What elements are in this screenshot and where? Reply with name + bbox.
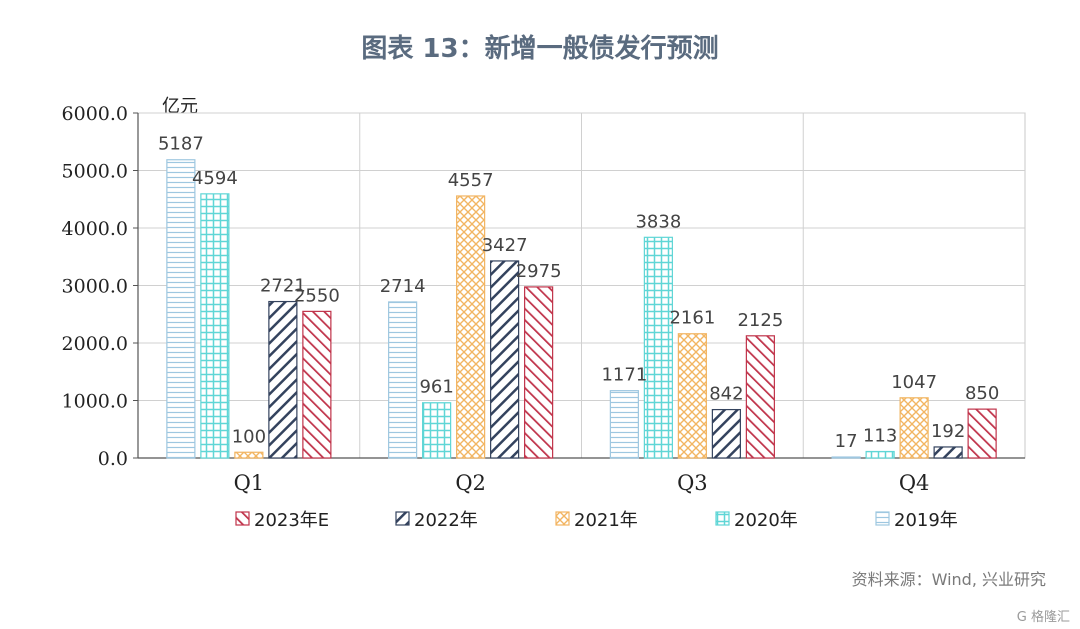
data-label: 2721 [260, 276, 306, 297]
bar-layer [166, 159, 997, 459]
bar-q2-series-1 [422, 402, 452, 459]
bar-q3-series-1 [643, 236, 673, 459]
bar-q2-series-0 [388, 301, 418, 459]
data-label: 2550 [294, 285, 340, 306]
bar-q1-series-1 [200, 193, 230, 459]
data-label: 3838 [635, 211, 681, 232]
data-label: 113 [863, 426, 897, 447]
legend-label: 2019年 [894, 510, 958, 531]
y-axis-unit-label: 亿元 [162, 96, 198, 117]
bar-q2-series-3 [490, 260, 520, 459]
data-label: 850 [965, 383, 999, 404]
x-tick-label-q1: Q1 [234, 471, 265, 495]
legend-swatch [555, 511, 570, 526]
bar-q3-series-3 [711, 408, 741, 459]
bar-q4-series-3 [933, 446, 963, 459]
y-tick-label: 3000.0 [62, 276, 128, 298]
bar-q2-series-4 [524, 286, 554, 459]
legend-label: 2023年E [254, 510, 329, 531]
data-label: 2975 [516, 261, 562, 282]
data-label: 1047 [891, 372, 937, 393]
data-label: 1171 [601, 365, 647, 386]
watermark: G 格隆汇 [1016, 610, 1070, 625]
bar-q1-series-4 [302, 310, 332, 459]
bar-q3-series-2 [677, 333, 707, 459]
y-tick-label: 6000.0 [62, 103, 128, 125]
bar-q1-series-3 [268, 300, 298, 459]
data-label: 192 [931, 421, 965, 442]
legend-swatch [875, 511, 890, 526]
grid-layer [137, 112, 1026, 459]
data-label: 2161 [669, 308, 715, 329]
bar-q3-series-4 [745, 335, 775, 459]
data-label: 5187 [158, 134, 204, 155]
bar-q4-series-1 [865, 450, 895, 459]
legend-swatch [235, 511, 250, 526]
y-tick-label: 0.0 [98, 448, 128, 470]
legend-label: 2020年 [734, 510, 798, 531]
axis-layer: 0.0 1000.0 2000.0 3000.0 4000.0 5000.0 6000.0 Q… [62, 103, 1025, 495]
data-label: 17 [835, 431, 858, 452]
data-label: 842 [709, 384, 743, 405]
bar-q4-series-2 [899, 397, 929, 459]
y-tick-label: 1000.0 [62, 391, 128, 413]
legend-label: 2021年 [574, 510, 638, 531]
y-tick-label: 2000.0 [62, 333, 128, 355]
legend-label: 2022年 [414, 510, 478, 531]
data-label: 3427 [482, 235, 528, 256]
source-note: 资料来源：Wind, 兴业研究 [851, 570, 1046, 589]
y-tick-label: 4000.0 [62, 218, 128, 240]
bar-q4-series-4 [967, 408, 997, 459]
label-layer: 5187 2714 1171 17 4594 961 3838 113 100 4557 2161 1… [158, 134, 999, 452]
bar-q4-series-0 [831, 456, 861, 459]
y-tick-label: 5000.0 [62, 161, 128, 183]
data-label: 2714 [380, 276, 426, 297]
bar-q1-series-0 [166, 159, 196, 459]
data-label: 100 [232, 426, 266, 447]
legend-swatch [715, 511, 730, 526]
legend: 2023年E 2022年 2021年 2020年 2019年 [235, 510, 958, 531]
chart-title: 图表 13：新增一般债发行预测 [361, 34, 719, 64]
bar-q1-series-2 [234, 451, 264, 459]
x-tick-label-q2: Q2 [455, 471, 486, 495]
x-tick-label-q4: Q4 [899, 471, 930, 495]
bar-q3-series-0 [609, 390, 639, 459]
x-tick-label-q3: Q3 [677, 471, 708, 495]
data-label: 4557 [448, 170, 494, 191]
bar-q2-series-2 [456, 195, 486, 459]
data-label: 961 [419, 377, 453, 398]
data-label: 4594 [192, 168, 238, 189]
data-label: 2125 [737, 310, 783, 331]
legend-swatch [395, 511, 410, 526]
